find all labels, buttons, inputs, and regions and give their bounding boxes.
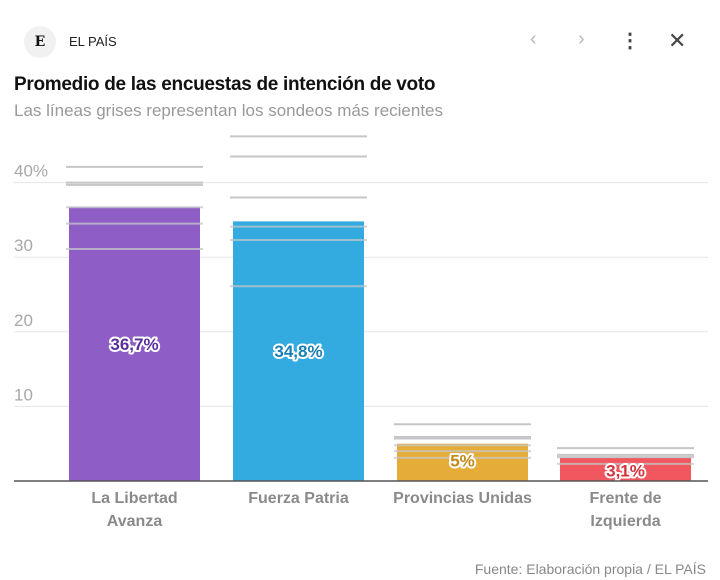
y-tick-label: 10 <box>14 385 33 404</box>
data-label: 36,7% <box>110 335 158 354</box>
data-label: 5% <box>450 451 475 470</box>
data-label: 34,8% <box>274 342 322 361</box>
chevron-right-icon[interactable]: › <box>578 28 585 50</box>
source-note: Fuente: Elaboración propia / EL PAÍS <box>474 561 706 577</box>
more-vertical-icon[interactable]: ⋮ <box>620 30 640 52</box>
y-tick-label: 40% <box>14 162 48 181</box>
category-label: Avanza <box>107 513 163 530</box>
chart-subtitle: Las líneas grises representan los sondeo… <box>14 101 444 120</box>
bar <box>397 443 528 481</box>
y-tick-label: 20 <box>14 311 33 330</box>
close-icon[interactable]: ✕ <box>668 28 687 53</box>
y-tick-label: 30 <box>14 236 33 255</box>
chevron-left-icon[interactable]: ‹ <box>530 28 537 50</box>
data-label: 3,1% <box>606 461 645 480</box>
category-label: Provincias Unidas <box>393 490 532 507</box>
top-bar: E EL PAÍS ‹ › ⋮ ✕ <box>0 0 720 84</box>
category-label: Fuerza Patria <box>248 490 349 507</box>
chart-title: Promedio de las encuestas de intención d… <box>14 74 436 95</box>
el-pais-logo: E <box>24 26 56 58</box>
category-label: Izquierda <box>590 513 660 530</box>
category-label: La Libertad <box>91 490 177 507</box>
bar <box>69 207 200 481</box>
bar <box>233 221 364 481</box>
brand-name: EL PAÍS <box>69 34 117 49</box>
category-label: Frente de <box>589 490 661 507</box>
